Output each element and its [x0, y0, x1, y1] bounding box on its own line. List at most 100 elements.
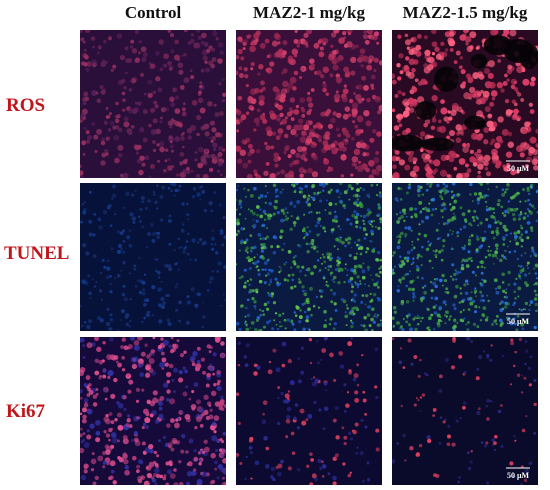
cell: [527, 208, 530, 211]
cell: [364, 144, 370, 150]
cell: [153, 100, 158, 105]
cell: [478, 306, 481, 309]
cell: [477, 91, 482, 97]
cell: [361, 354, 364, 357]
cell: [81, 203, 84, 206]
cell: [290, 117, 295, 121]
cell: [304, 289, 307, 292]
cell: [524, 301, 529, 306]
cell: [289, 380, 295, 386]
cell: [400, 404, 403, 408]
cell: [155, 269, 158, 273]
cell: [447, 37, 454, 44]
cell: [441, 273, 445, 278]
cell: [366, 265, 371, 270]
cell: [446, 174, 451, 178]
cell: [355, 183, 359, 185]
cell: [154, 200, 158, 205]
cell: [163, 474, 167, 478]
cell: [468, 222, 472, 226]
cell: [431, 30, 437, 35]
cell: [128, 379, 134, 385]
cell: [150, 349, 156, 354]
cell: [462, 401, 467, 406]
cell: [96, 98, 101, 104]
cell: [190, 403, 197, 410]
cell: [91, 90, 98, 96]
cell: [427, 183, 430, 185]
cell: [354, 390, 359, 395]
cell: [256, 253, 259, 256]
cell: [293, 70, 299, 76]
cell: [99, 374, 103, 378]
cell: [360, 324, 363, 327]
cell: [105, 449, 111, 455]
cell: [414, 214, 418, 218]
cell: [289, 227, 293, 232]
cell: [206, 372, 211, 378]
cell: [266, 130, 273, 137]
cell: [257, 196, 261, 200]
cell: [203, 394, 209, 400]
cell: [208, 60, 214, 66]
cell: [239, 149, 247, 157]
cell: [182, 145, 185, 149]
cell: [347, 473, 351, 478]
cell: [444, 290, 447, 294]
cell: [160, 351, 165, 356]
cell: [499, 221, 503, 225]
cell: [175, 173, 180, 177]
cell: [486, 417, 490, 421]
cell: [270, 245, 274, 249]
cell: [202, 370, 207, 375]
cell: [397, 186, 401, 190]
cell: [336, 263, 340, 267]
cell: [103, 39, 107, 44]
cell: [284, 207, 288, 210]
cell: [177, 237, 181, 241]
cell: [206, 48, 211, 54]
cell: [471, 215, 475, 219]
cell: [269, 269, 273, 272]
cell: [395, 213, 399, 216]
cell: [80, 175, 84, 178]
cell: [312, 376, 316, 379]
cell: [244, 315, 247, 318]
cell: [305, 232, 309, 237]
cell: [440, 107, 448, 115]
cell: [486, 205, 488, 208]
cell: [409, 170, 417, 178]
cell: [371, 249, 376, 253]
cell: [176, 339, 180, 343]
cell: [180, 136, 185, 141]
cell: [448, 203, 452, 206]
cell: [359, 252, 363, 256]
cell: [323, 309, 327, 314]
cell: [276, 245, 280, 249]
cell: [445, 48, 449, 52]
cell: [81, 324, 84, 328]
cell: [357, 160, 362, 164]
cell: [181, 111, 187, 117]
cell: [258, 308, 262, 311]
cell: [501, 188, 505, 192]
cell: [123, 297, 128, 302]
cell: [351, 322, 354, 325]
cell: [116, 230, 121, 234]
cell: [439, 316, 442, 319]
cell: [396, 220, 400, 224]
cell: [208, 45, 213, 50]
cell: [286, 406, 292, 412]
cell: [193, 468, 197, 472]
cell: [460, 260, 463, 263]
cell: [151, 232, 156, 237]
cell: [459, 287, 462, 290]
cell: [509, 321, 514, 326]
cell: [90, 36, 96, 41]
cell: [329, 352, 334, 358]
cell: [142, 288, 145, 291]
cell: [265, 145, 271, 151]
cell: [355, 252, 358, 255]
dark-region: [519, 43, 538, 70]
cell: [308, 211, 311, 215]
